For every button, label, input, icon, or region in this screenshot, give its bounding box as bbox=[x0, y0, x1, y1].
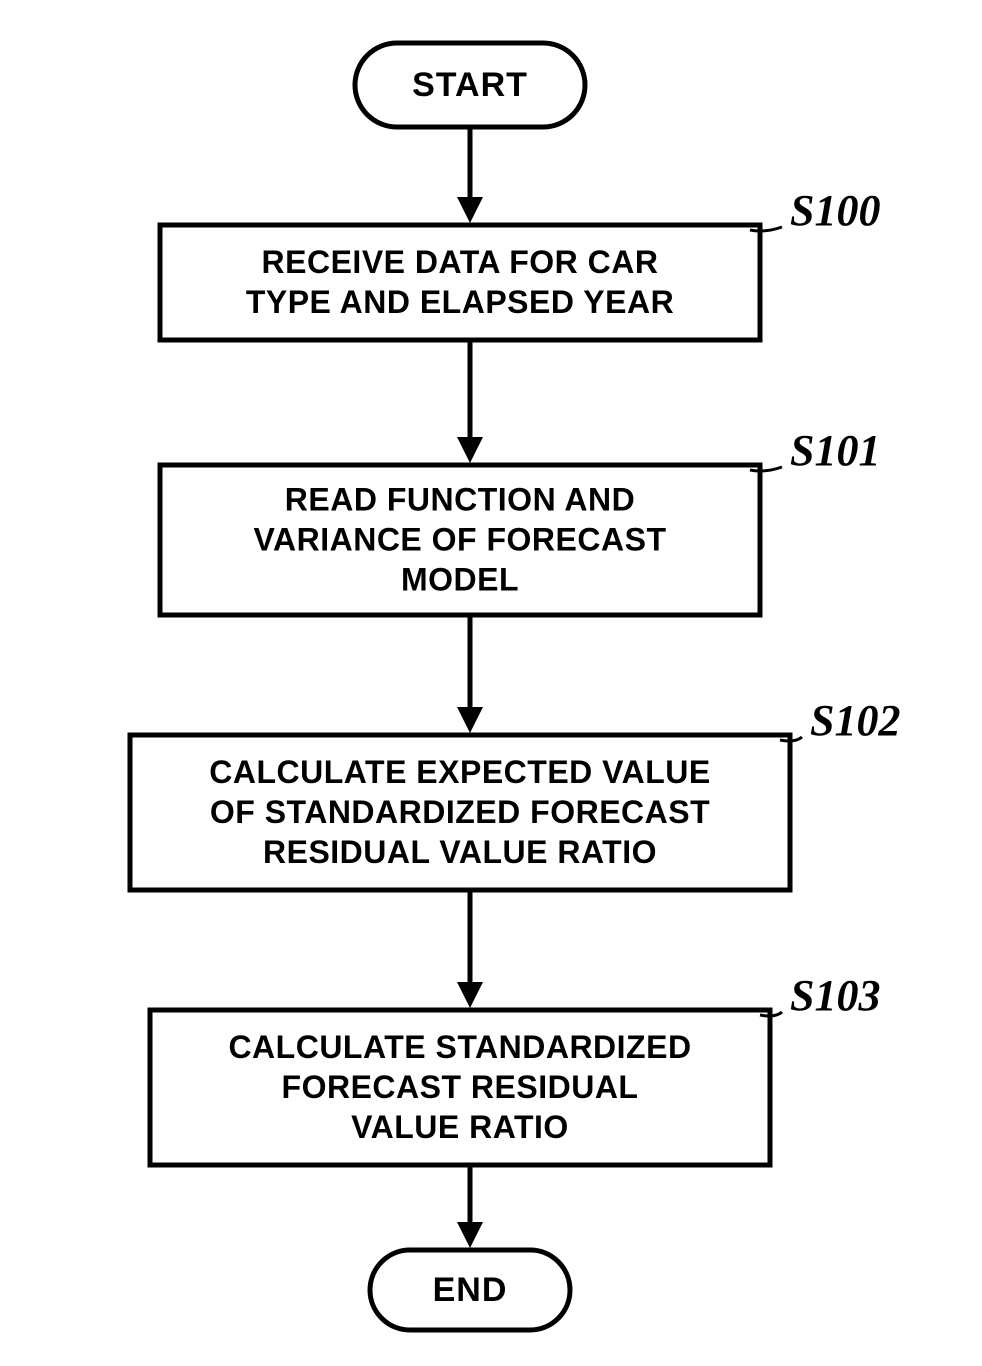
terminal-end: END bbox=[370, 1250, 570, 1330]
step-label-s103: S103 bbox=[790, 971, 880, 1020]
process-s101-line: VARIANCE OF FORECAST bbox=[254, 521, 667, 557]
process-s100-line: TYPE AND ELAPSED YEAR bbox=[246, 284, 674, 320]
arrowhead-s103_bottom bbox=[457, 1222, 483, 1248]
process-s101-line: MODEL bbox=[401, 561, 519, 597]
process-s103-line: VALUE RATIO bbox=[351, 1109, 569, 1145]
process-s102-line: OF STANDARDIZED FORECAST bbox=[210, 794, 710, 830]
process-s100 bbox=[160, 225, 760, 340]
step-label-s102: S102 bbox=[810, 696, 900, 745]
step-leader-s101 bbox=[750, 467, 782, 471]
arrowhead-s100_bottom bbox=[457, 437, 483, 463]
terminal-start: START bbox=[355, 43, 585, 127]
terminal-end-label: END bbox=[433, 1271, 508, 1309]
process-s101-line: READ FUNCTION AND bbox=[285, 481, 635, 517]
step-label-s101: S101 bbox=[790, 426, 880, 475]
arrowhead-s101_bottom bbox=[457, 707, 483, 733]
process-s102-line: CALCULATE EXPECTED VALUE bbox=[209, 754, 711, 790]
step-label-s100: S100 bbox=[790, 186, 880, 235]
process-s102-line: RESIDUAL VALUE RATIO bbox=[263, 834, 657, 870]
arrowhead-start_bottom bbox=[457, 197, 483, 223]
process-s103-line: CALCULATE STANDARDIZED bbox=[228, 1029, 691, 1065]
arrowhead-s102_bottom bbox=[457, 982, 483, 1008]
process-s100-line: RECEIVE DATA FOR CAR bbox=[262, 244, 659, 280]
terminal-start-label: START bbox=[412, 66, 528, 104]
process-s103-line: FORECAST RESIDUAL bbox=[282, 1069, 639, 1105]
step-leader-s100 bbox=[750, 227, 782, 231]
